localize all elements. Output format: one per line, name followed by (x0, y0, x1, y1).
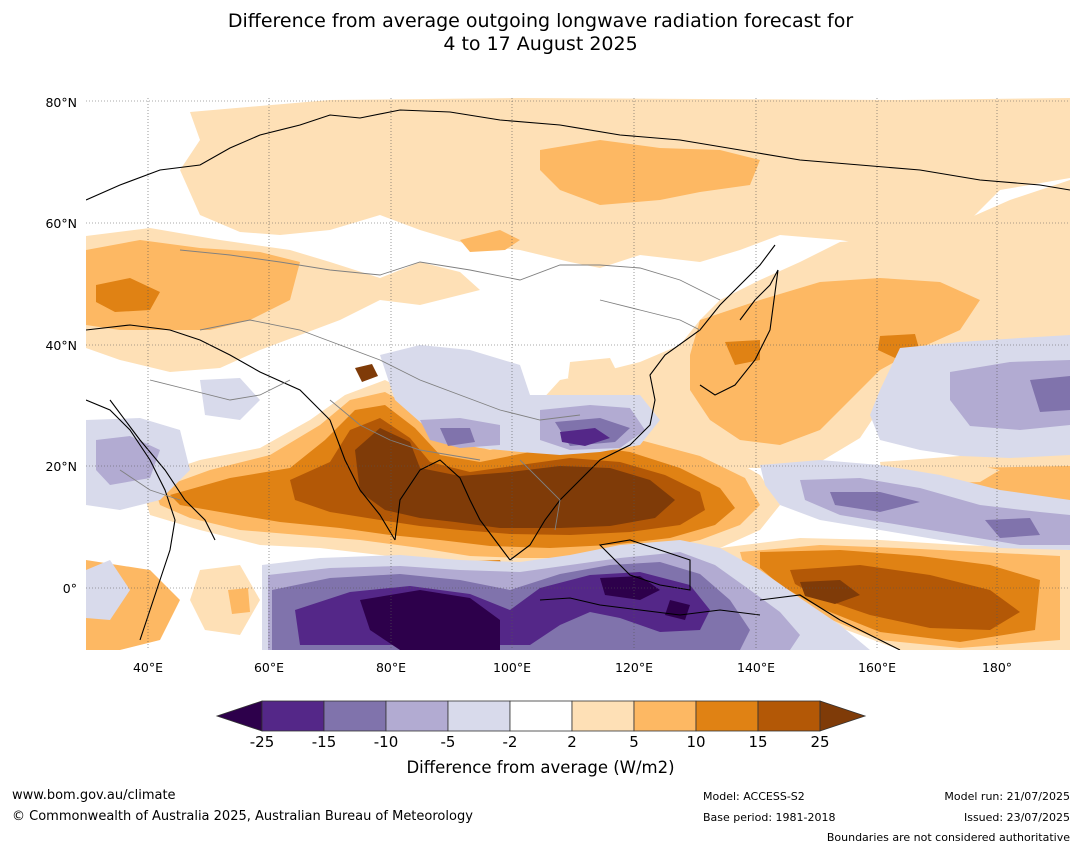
anomaly-positive-north (86, 98, 1070, 372)
colorbar-tick-label: 15 (748, 733, 768, 751)
lat-label-80n: 80°N (45, 95, 77, 110)
colorbar-bin (261, 700, 325, 732)
colorbar-bin (757, 700, 821, 732)
country-boundaries (119, 249, 721, 531)
colorbar-tick-label: -25 (249, 733, 275, 751)
lat-label-0: 0° (62, 581, 77, 596)
model-text: Model: ACCESS-S2 (703, 790, 805, 803)
colorbar-tick-label: -2 (502, 733, 518, 751)
colorbar-bin (571, 700, 635, 732)
colorbar-bin (385, 700, 449, 732)
colorbar-tick-label: -10 (373, 733, 399, 751)
lon-label-100e: 100°E (492, 660, 532, 675)
colorbar-tick-label: -15 (311, 733, 337, 751)
disclaimer-text: Boundaries are not considered authoritat… (826, 831, 1070, 844)
lat-label-40n: 40°N (45, 338, 77, 353)
copyright-text: © Commonwealth of Australia 2025, Austra… (12, 809, 473, 824)
title-line-1: Difference from average outgoing longwav… (227, 10, 854, 32)
lon-label-80e: 80°E (375, 660, 407, 675)
colorbar-tick-label: 10 (686, 733, 706, 751)
base-period-text: Base period: 1981-2018 (703, 811, 836, 824)
colorbar-label: Difference from average (W/m2) (406, 758, 675, 777)
lon-label-120e: 120°E (614, 660, 654, 675)
anomaly-negative-south (262, 540, 870, 650)
title-line-2: 4 to 17 August 2025 (443, 33, 638, 55)
lon-label-160e: 160°E (857, 660, 897, 675)
colorbar-bin (633, 700, 697, 732)
map-title: Difference from average outgoing longwav… (0, 10, 1081, 56)
lat-label-60n: 60°N (45, 216, 77, 231)
colorbar-tick-label: 5 (629, 733, 639, 751)
colorbar-tick-label: 25 (810, 733, 830, 751)
lon-label-140e: 140°E (736, 660, 776, 675)
coastlines (86, 109, 1070, 650)
colorbar-tick-label: -5 (440, 733, 456, 751)
colorbar-bin (695, 700, 759, 732)
colorbar-bin (509, 700, 573, 732)
lon-label-40e: 40°E (132, 660, 164, 675)
colorbar-tick-label: 2 (567, 733, 577, 751)
colorbar-under-arrow (215, 700, 263, 732)
colorbar-bins (261, 700, 821, 732)
anomaly-negative-north (86, 335, 1070, 620)
lon-label-60e: 60°E (253, 660, 285, 675)
graticule (86, 98, 1070, 650)
colorbar-bin (323, 700, 387, 732)
model-run-text: Model run: 21/07/2025 (944, 790, 1070, 803)
issued-text: Issued: 23/07/2025 (963, 811, 1070, 824)
colorbar-over-arrow (819, 700, 867, 732)
lon-label-180: 180° (981, 660, 1013, 675)
colorbar-bin (447, 700, 511, 732)
website-link[interactable]: www.bom.gov.au/climate (12, 788, 176, 803)
lat-label-20n: 20°N (45, 459, 77, 474)
olr-anomaly-map (86, 98, 1070, 650)
